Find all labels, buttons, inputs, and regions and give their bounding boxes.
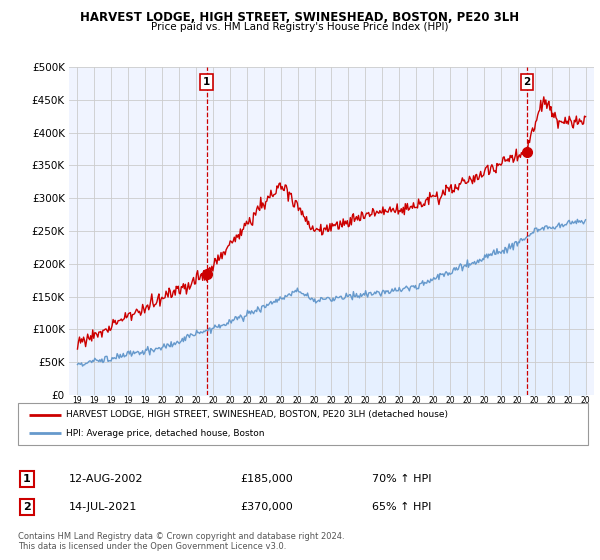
Text: 14-JUL-2021: 14-JUL-2021 bbox=[69, 502, 137, 512]
Text: HARVEST LODGE, HIGH STREET, SWINESHEAD, BOSTON, PE20 3LH (detached house): HARVEST LODGE, HIGH STREET, SWINESHEAD, … bbox=[67, 410, 448, 419]
Text: This data is licensed under the Open Government Licence v3.0.: This data is licensed under the Open Gov… bbox=[18, 542, 286, 551]
Text: £370,000: £370,000 bbox=[240, 502, 293, 512]
Text: £185,000: £185,000 bbox=[240, 474, 293, 484]
Text: HPI: Average price, detached house, Boston: HPI: Average price, detached house, Bost… bbox=[67, 429, 265, 438]
Text: 65% ↑ HPI: 65% ↑ HPI bbox=[372, 502, 431, 512]
Text: 2: 2 bbox=[23, 502, 31, 512]
Text: 1: 1 bbox=[23, 474, 31, 484]
Text: 1: 1 bbox=[203, 77, 210, 87]
Text: 70% ↑ HPI: 70% ↑ HPI bbox=[372, 474, 431, 484]
Text: Contains HM Land Registry data © Crown copyright and database right 2024.: Contains HM Land Registry data © Crown c… bbox=[18, 532, 344, 541]
Text: 12-AUG-2002: 12-AUG-2002 bbox=[69, 474, 143, 484]
Text: HARVEST LODGE, HIGH STREET, SWINESHEAD, BOSTON, PE20 3LH: HARVEST LODGE, HIGH STREET, SWINESHEAD, … bbox=[80, 11, 520, 24]
Text: 2: 2 bbox=[523, 77, 530, 87]
FancyBboxPatch shape bbox=[18, 403, 588, 445]
Text: Price paid vs. HM Land Registry's House Price Index (HPI): Price paid vs. HM Land Registry's House … bbox=[151, 22, 449, 32]
